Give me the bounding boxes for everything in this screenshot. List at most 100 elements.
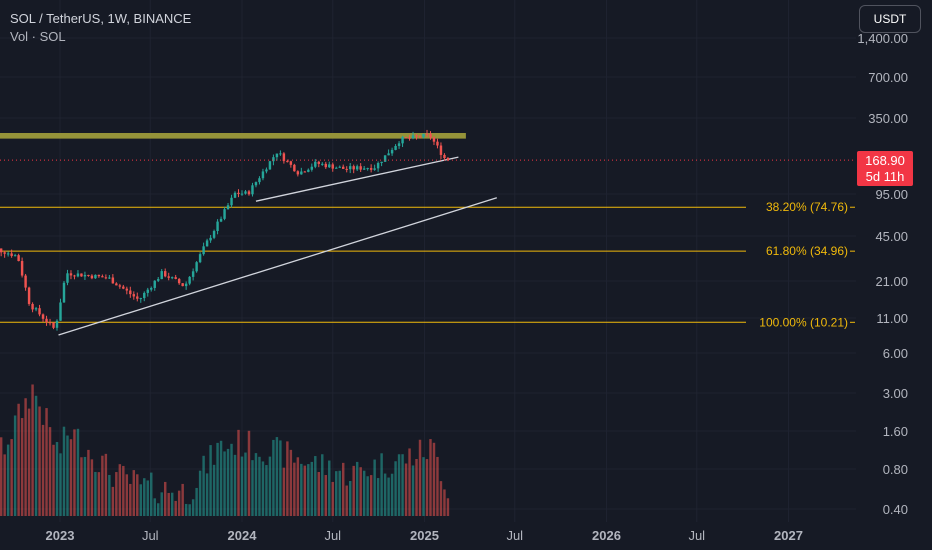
volume-bar — [415, 459, 418, 516]
candle-body — [205, 240, 209, 247]
candle-body — [335, 167, 338, 169]
candle-body — [115, 283, 118, 286]
symbol-title[interactable]: SOL / TetherUS, 1W, BINANCE — [10, 11, 192, 26]
candle-body — [387, 153, 390, 156]
candle-body — [139, 298, 142, 300]
candle-body — [20, 261, 24, 276]
candle-body — [136, 296, 139, 299]
candle-body — [170, 277, 174, 279]
volume-bar — [237, 429, 240, 516]
candle-body — [268, 161, 272, 170]
candle-body — [282, 153, 286, 162]
volume-bar — [146, 480, 149, 516]
y-tick-label: 0.80 — [883, 462, 908, 477]
volume-bar — [181, 483, 184, 516]
candle-body — [324, 163, 327, 168]
candle-body — [279, 153, 282, 155]
volume-bar — [366, 476, 369, 516]
volume-bar — [125, 474, 129, 516]
candle-body — [348, 166, 352, 170]
volume-bar — [338, 470, 341, 516]
volume-bar — [272, 439, 275, 516]
candle-body — [275, 153, 279, 158]
candle-body — [31, 303, 34, 310]
candle-body — [181, 283, 184, 287]
candle-body — [132, 294, 136, 297]
fib-level-label: 61.80% (34.96) — [766, 244, 848, 258]
volume-bar — [230, 443, 233, 516]
volume-bar — [303, 465, 307, 516]
time-axis[interactable]: 2023 Jul 2024 Jul 2025 Jul 2026 Jul 2027 — [46, 528, 803, 543]
candle-body — [0, 248, 3, 253]
fib-levels[interactable]: 38.20% (74.76) 61.80% (34.96) 100.00% (10.… — [0, 200, 855, 329]
volume-bar — [296, 457, 300, 516]
volume-indicator-label[interactable]: Vol · SOL — [10, 29, 66, 44]
y-tick-label: 700.00 — [868, 70, 908, 85]
volume-bar — [432, 442, 436, 516]
volume-bar — [20, 418, 24, 516]
volume-bar — [226, 448, 230, 516]
candle-body — [212, 231, 216, 238]
candle-body — [443, 154, 446, 159]
candle-body — [17, 255, 20, 262]
candle-body — [359, 166, 362, 170]
trendline[interactable] — [58, 197, 497, 336]
volume-bar — [132, 470, 136, 516]
volume-bar — [59, 453, 62, 516]
volume-bar — [310, 461, 314, 516]
volume-bar — [66, 435, 69, 516]
volume-bar — [254, 453, 258, 516]
candle-body — [143, 292, 146, 299]
candle-body — [366, 168, 369, 170]
volume-bar — [404, 463, 408, 516]
fib-level-label: 38.20% (74.76) — [766, 200, 848, 214]
candle-body — [219, 218, 223, 222]
volume-bar — [150, 472, 153, 516]
volume-bar — [425, 459, 429, 516]
candle-body — [41, 314, 45, 319]
volume-bar — [342, 462, 345, 516]
candle-body — [355, 166, 359, 170]
candle-body — [101, 276, 104, 278]
y-tick-label: 21.00 — [875, 274, 908, 289]
candle-body — [296, 171, 300, 175]
candle-body — [415, 135, 418, 137]
volume-bar — [0, 437, 3, 516]
volume-bar — [3, 454, 6, 516]
volume-bar — [13, 415, 17, 516]
candle-body — [125, 288, 129, 291]
volume-bar — [34, 395, 38, 516]
y-tick-label: 11.00 — [876, 311, 908, 326]
currency-button[interactable]: USDT — [859, 5, 921, 33]
volume-bar — [286, 441, 289, 516]
volume-bar — [122, 465, 125, 516]
candle-body — [376, 163, 380, 169]
volume-bar — [443, 489, 446, 516]
candle-body — [237, 192, 240, 195]
volume-bar — [317, 472, 321, 516]
candle-body — [191, 271, 195, 277]
candle-body — [55, 320, 59, 328]
candle-body — [97, 274, 101, 277]
trendline[interactable] — [255, 156, 459, 202]
candle-body — [373, 168, 376, 170]
candle-body — [80, 273, 83, 277]
volume-bar — [55, 442, 59, 516]
candles — [0, 129, 450, 331]
volume-bar — [275, 437, 279, 516]
volume-bar — [62, 426, 66, 516]
volume-bar — [401, 454, 404, 516]
candle-body — [150, 287, 153, 290]
trendlines[interactable] — [58, 156, 497, 336]
candle-body — [439, 145, 443, 155]
price-axis[interactable]: 1,400.00 700.00 350.00 95.00 45.00 21.00 11.00… — [857, 31, 908, 517]
volume-bar — [265, 465, 268, 516]
resistance-zone[interactable] — [0, 133, 466, 139]
candle-body — [66, 273, 69, 283]
volume-bar — [101, 455, 104, 516]
volume-bar — [48, 427, 52, 516]
volume-bar — [355, 461, 359, 516]
resistance-zone-rect[interactable] — [0, 133, 466, 139]
candle-body — [397, 143, 401, 146]
